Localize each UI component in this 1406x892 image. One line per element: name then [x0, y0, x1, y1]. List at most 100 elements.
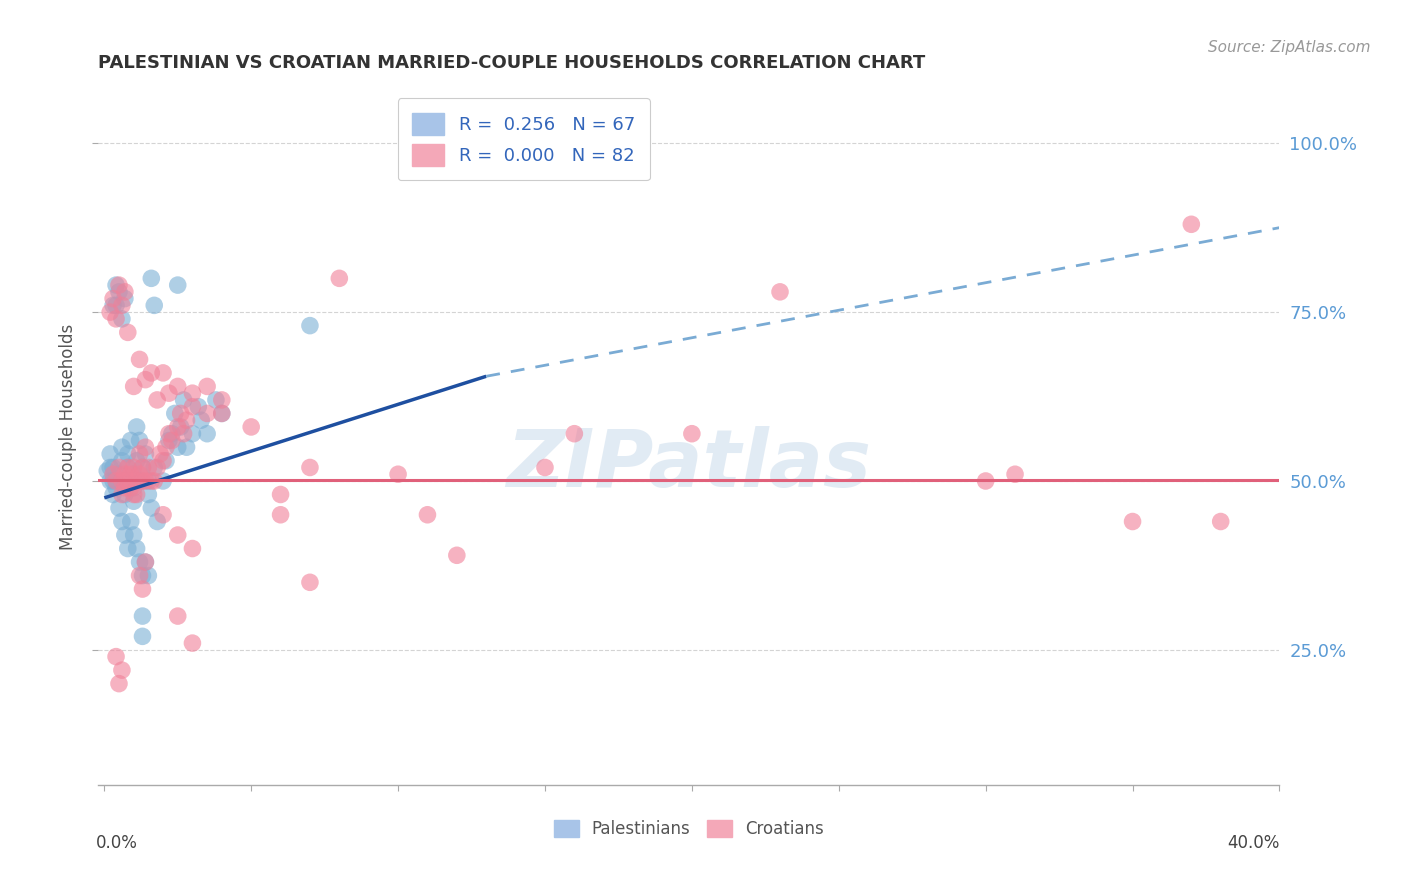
Point [108, 676, 131, 690]
Point [166, 420, 188, 434]
Point [173, 426, 195, 441]
Point [114, 474, 136, 488]
Point [114, 481, 136, 495]
Point [240, 420, 263, 434]
Point [769, 285, 792, 299]
Point [416, 508, 439, 522]
Point [134, 474, 156, 488]
Point [111, 474, 134, 488]
Point [111, 454, 134, 468]
Point [128, 447, 150, 461]
Point [166, 609, 188, 624]
Point [187, 400, 209, 414]
Point [114, 487, 136, 501]
Point [128, 434, 150, 448]
Point [96, 464, 118, 478]
Point [446, 549, 468, 563]
Point [131, 629, 153, 643]
Point [181, 541, 204, 556]
Point [98, 305, 121, 319]
Point [117, 460, 139, 475]
Point [125, 420, 148, 434]
Point [195, 406, 218, 420]
Point [125, 454, 148, 468]
Point [117, 474, 139, 488]
Point [170, 420, 193, 434]
Point [270, 487, 292, 501]
Point [105, 474, 128, 488]
Point [131, 474, 153, 488]
Point [98, 447, 121, 461]
Point [114, 467, 136, 482]
Point [143, 298, 166, 312]
Point [149, 447, 172, 461]
Point [101, 292, 124, 306]
Point [111, 298, 134, 312]
Point [681, 426, 703, 441]
Point [181, 386, 204, 401]
Point [105, 481, 128, 495]
Point [974, 474, 997, 488]
Point [122, 481, 145, 495]
Point [120, 434, 142, 448]
Point [138, 474, 160, 488]
Point [105, 278, 128, 293]
Point [122, 460, 145, 475]
Point [105, 474, 128, 488]
Point [120, 481, 142, 495]
Point [146, 392, 169, 407]
Point [117, 460, 139, 475]
Point [125, 487, 148, 501]
Point [173, 392, 195, 407]
Point [166, 278, 188, 293]
Point [101, 487, 124, 501]
Point [111, 663, 134, 677]
Point [128, 467, 150, 482]
Point [134, 440, 156, 454]
Point [138, 487, 160, 501]
Point [114, 292, 136, 306]
Point [105, 311, 128, 326]
Point [195, 426, 218, 441]
Point [108, 467, 131, 482]
Point [131, 568, 153, 582]
Point [176, 413, 198, 427]
Point [131, 582, 153, 596]
Point [122, 379, 145, 393]
Point [152, 366, 174, 380]
Point [134, 555, 156, 569]
Point [114, 285, 136, 299]
Point [122, 467, 145, 482]
Point [134, 447, 156, 461]
Point [105, 649, 128, 664]
Point [387, 467, 409, 482]
Point [111, 515, 134, 529]
Point [163, 406, 186, 420]
Point [117, 541, 139, 556]
Text: ZIPatlas: ZIPatlas [506, 425, 872, 504]
Point [111, 440, 134, 454]
Point [101, 467, 124, 482]
Point [195, 379, 218, 393]
Point [146, 515, 169, 529]
Point [564, 426, 586, 441]
Point [141, 366, 163, 380]
Point [138, 460, 160, 475]
Point [328, 271, 350, 285]
Point [166, 379, 188, 393]
Point [128, 568, 150, 582]
Point [298, 460, 321, 475]
Point [128, 352, 150, 367]
Point [138, 568, 160, 582]
Text: 40.0%: 40.0% [1227, 834, 1279, 852]
Point [211, 392, 233, 407]
Point [152, 454, 174, 468]
Point [114, 528, 136, 542]
Point [157, 386, 180, 401]
Point [211, 406, 233, 420]
Point [98, 474, 121, 488]
Point [143, 460, 166, 475]
Point [101, 460, 124, 475]
Point [122, 494, 145, 508]
Point [122, 487, 145, 501]
